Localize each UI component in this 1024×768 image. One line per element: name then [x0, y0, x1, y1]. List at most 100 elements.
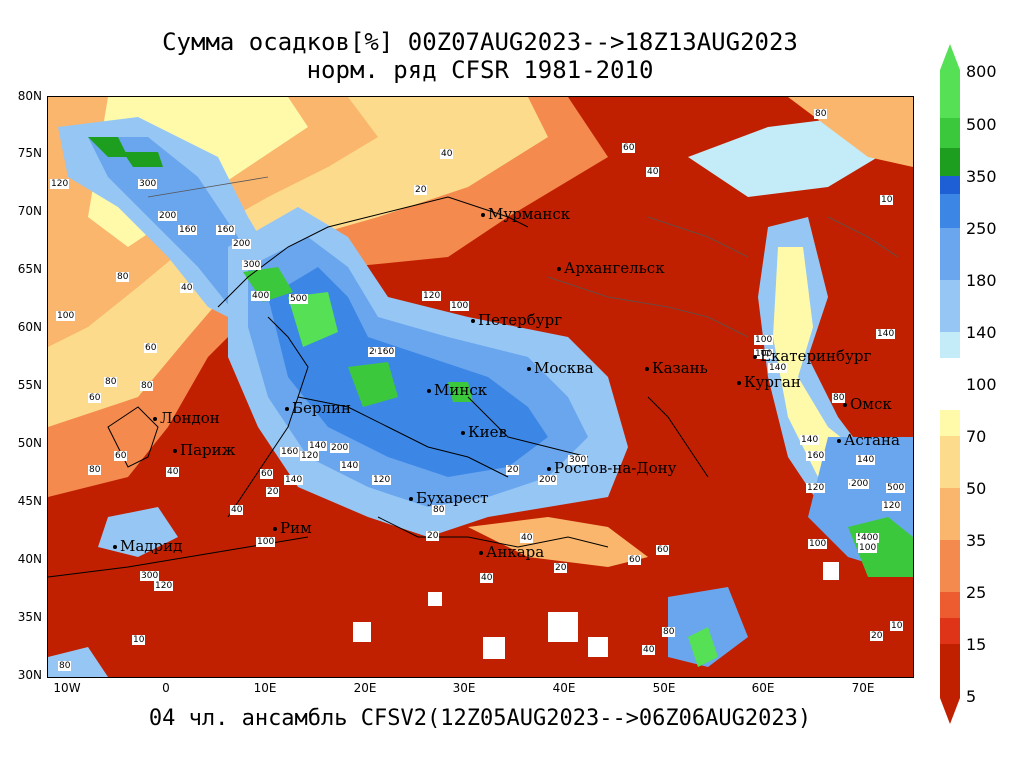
precipitation-map: 120 300 200 160 200 160 300 400 500 80 6… — [47, 96, 914, 678]
contour-label: 60 — [622, 143, 636, 153]
contour-label: 100 — [754, 349, 774, 359]
contour-label: 160 — [216, 225, 236, 235]
contour-label: 80 — [58, 661, 72, 671]
contour-label: 80 — [432, 505, 446, 515]
city-label: Лондон — [153, 409, 220, 427]
colorbar-swatch — [940, 228, 960, 280]
contour-label: 80 — [88, 465, 102, 475]
city-label: Берлин — [284, 399, 352, 417]
lon-label: 10W — [53, 681, 81, 695]
lon-label: 40E — [552, 681, 576, 695]
colorbar-label: 35 — [966, 531, 987, 550]
contour-label: 40 — [166, 467, 180, 477]
lat-label: 75N — [17, 146, 42, 160]
contour-label: 40 — [642, 645, 656, 655]
map-title-line1: Сумма осадков[%] 00Z07AUG2023-->18Z13AUG… — [162, 28, 798, 56]
contour-label: 20 — [554, 563, 568, 573]
contour-label: 40 — [646, 167, 660, 177]
colorbar-label: 5 — [966, 687, 977, 706]
contour-label: 60 — [656, 545, 670, 555]
city-label: Киев — [461, 423, 507, 441]
contour-label: 140 — [768, 363, 788, 373]
colorbar-arrows — [940, 44, 960, 724]
colorbar-swatch — [940, 176, 960, 194]
contour-label: 20 — [506, 465, 520, 475]
contour-label: 60 — [144, 343, 158, 353]
city-label: Астана — [837, 431, 900, 449]
colorbar-label: 250 — [966, 219, 997, 238]
colorbar-bottom-arrow — [940, 698, 960, 724]
contour-label: 60 — [88, 393, 102, 403]
lat-label: 35N — [17, 610, 42, 624]
contour-label: 120 — [806, 483, 826, 493]
lon-label: 0 — [162, 681, 170, 695]
city-label: Архангельск — [557, 259, 665, 277]
contour-label: 40 — [520, 533, 534, 543]
lat-label: 65N — [17, 262, 42, 276]
contour-label: 400 — [860, 533, 880, 543]
colorbar-swatch — [940, 194, 960, 228]
contour-label: 140 — [340, 461, 360, 471]
colorbar-swatch — [940, 280, 960, 332]
city-label: Казань — [645, 359, 708, 377]
contour-label: 160 — [376, 347, 396, 357]
lat-label: 80N — [17, 89, 42, 103]
colorbar-label: 50 — [966, 479, 987, 498]
map-title-line2: норм. ряд CFSR 1981-2010 — [306, 56, 654, 84]
contour-label: 140 — [284, 475, 304, 485]
contour-label: 20 — [426, 531, 440, 541]
colorbar-label: 25 — [966, 583, 987, 602]
contour-label: 80 — [814, 109, 828, 119]
contour-label: 160 — [280, 447, 300, 457]
city-label: Ростов-на-Дону — [546, 459, 677, 477]
contour-label: 200 — [850, 479, 870, 489]
contour-label: 120 — [372, 475, 392, 485]
city-label: Омск — [843, 395, 892, 413]
colorbar-label: 140 — [966, 323, 997, 342]
contour-label: 100 — [858, 543, 878, 553]
lat-label: 70N — [17, 204, 42, 218]
contour-label: 100 — [56, 311, 76, 321]
contour-label: 80 — [104, 377, 118, 387]
colorbar-top-arrow — [940, 44, 960, 70]
map-footer: 04 чл. ансамбль CFSV2(12Z05AUG2023-->06Z… — [148, 706, 812, 731]
city-label: Мадрид — [112, 537, 183, 555]
contour-label: 300 — [568, 455, 588, 465]
contour-label: 20 — [414, 185, 428, 195]
contour-label: 80 — [832, 393, 846, 403]
contour-label: 100 — [754, 335, 774, 345]
contour-label: 100 — [256, 537, 276, 547]
city-label: Анкара — [478, 543, 545, 561]
contour-label: 10 — [880, 195, 894, 205]
contour-label: 120 — [154, 581, 174, 591]
colorbar-label: 500 — [966, 115, 997, 134]
contour-label: 300 — [140, 571, 160, 581]
contour-label: 140 — [308, 441, 328, 451]
contour-label: 60 — [114, 451, 128, 461]
colorbar-swatch — [940, 410, 960, 436]
contour-label: 160 — [178, 225, 198, 235]
contour-label: 120 — [422, 291, 442, 301]
contour-label: 60 — [260, 469, 274, 479]
lat-label: 60N — [17, 320, 42, 334]
contour-label: 10 — [132, 635, 146, 645]
colorbar-swatch — [940, 148, 960, 176]
lat-label: 40N — [17, 552, 42, 566]
colorbar-label: 100 — [966, 375, 997, 394]
contour-label: 80 — [140, 381, 154, 391]
city-label: Курган — [737, 373, 801, 391]
lon-label: 30E — [452, 681, 476, 695]
contour-label: 140 — [800, 435, 820, 445]
city-label: Екатеринбург — [752, 347, 872, 365]
lon-label: 20E — [353, 681, 377, 695]
contour-label: 300 — [138, 179, 158, 189]
contour-label: 40 — [480, 573, 494, 583]
contour-label: 40 — [230, 505, 244, 515]
colorbar-label: 800 — [966, 62, 997, 81]
contour-label: 120 — [50, 179, 70, 189]
lat-label: 55N — [17, 378, 42, 392]
colorbar-swatch — [940, 488, 960, 540]
colorbar-label: 70 — [966, 427, 987, 446]
lat-label: 45N — [17, 494, 42, 508]
city-label: Мурманск — [480, 205, 571, 223]
